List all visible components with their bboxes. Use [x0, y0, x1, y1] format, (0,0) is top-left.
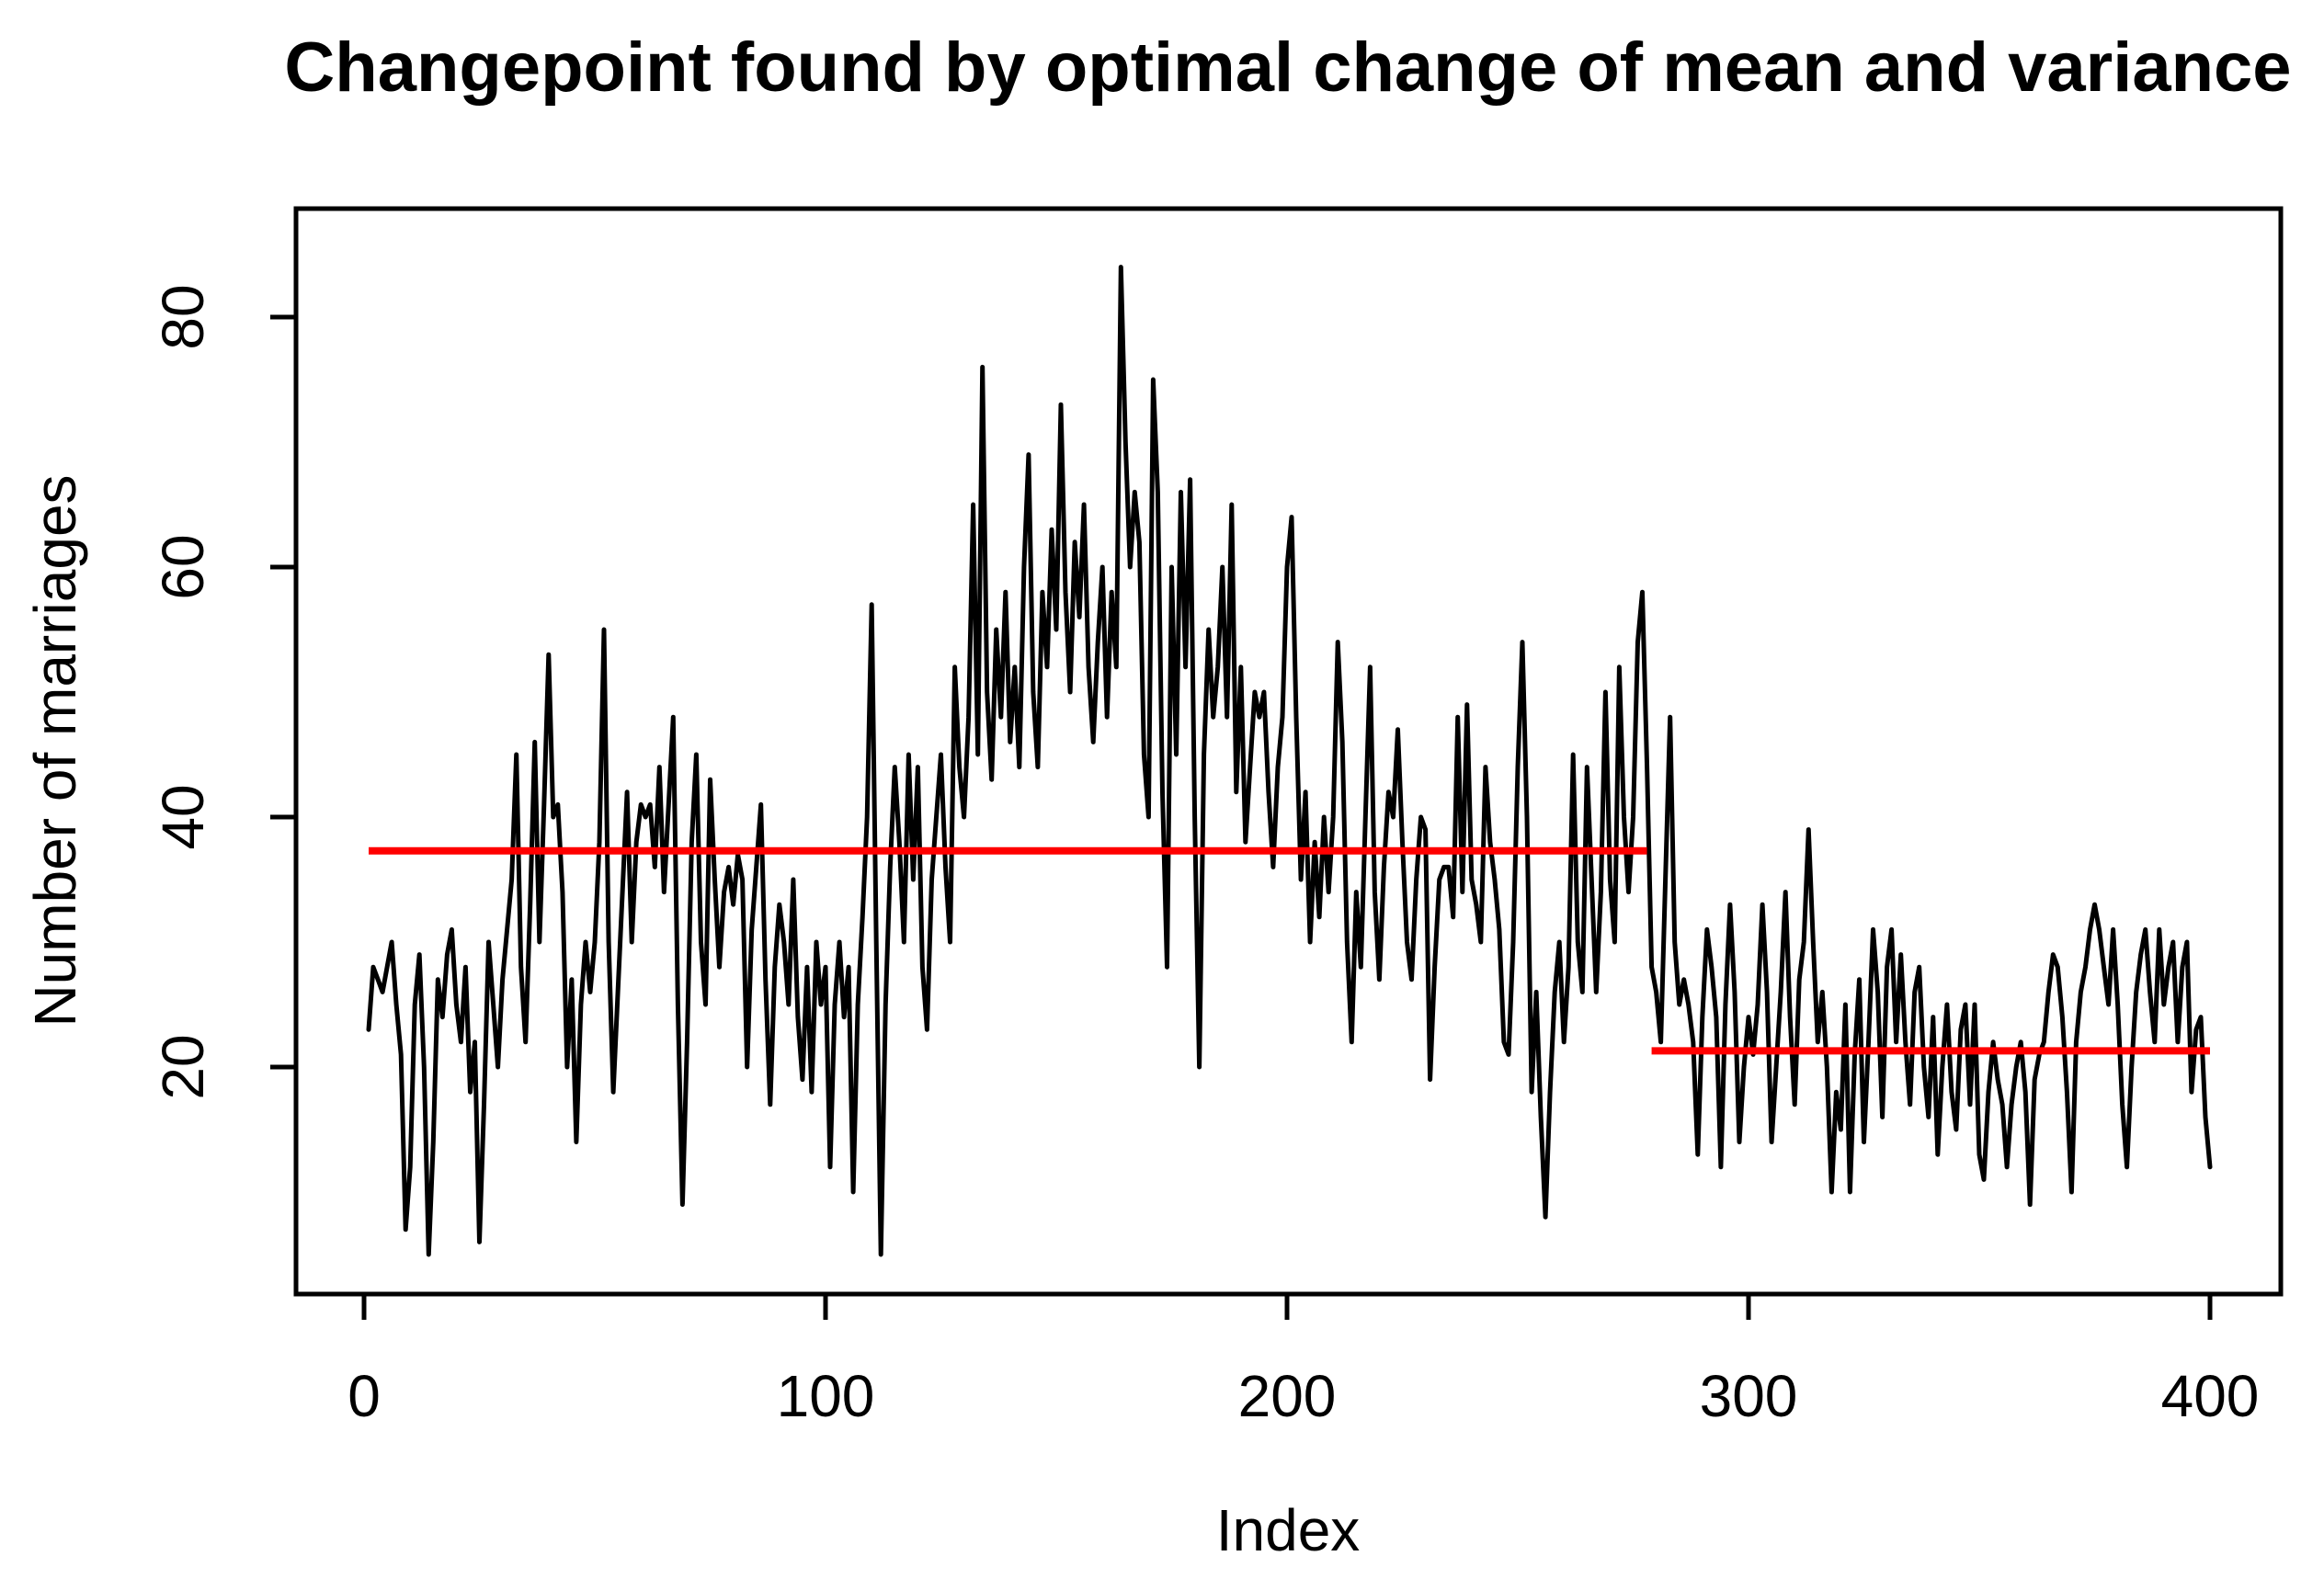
y-axis-title: Number of marriages — [22, 474, 88, 1028]
y-tick-label-80: 80 — [150, 284, 216, 350]
x-tick-label-400: 400 — [2160, 1363, 2260, 1429]
data-series-line — [366, 265, 2213, 1257]
y-tick-label-40: 40 — [150, 784, 216, 850]
x-tick-label-300: 300 — [1699, 1363, 1798, 1429]
x-axis-title: Index — [1215, 1497, 1361, 1563]
y-tick-label-20: 20 — [150, 1034, 216, 1100]
series-layer — [366, 265, 2213, 1257]
chart-title: Changepoint found by optimal change of m… — [284, 28, 2292, 107]
x-tick-label-0: 0 — [347, 1363, 381, 1429]
y-tick-label-60: 60 — [150, 534, 216, 600]
x-tick-label-100: 100 — [776, 1363, 875, 1429]
plot-box — [293, 206, 2284, 1297]
x-tick-label-200: 200 — [1237, 1363, 1337, 1429]
axis-layer — [270, 206, 2284, 1320]
